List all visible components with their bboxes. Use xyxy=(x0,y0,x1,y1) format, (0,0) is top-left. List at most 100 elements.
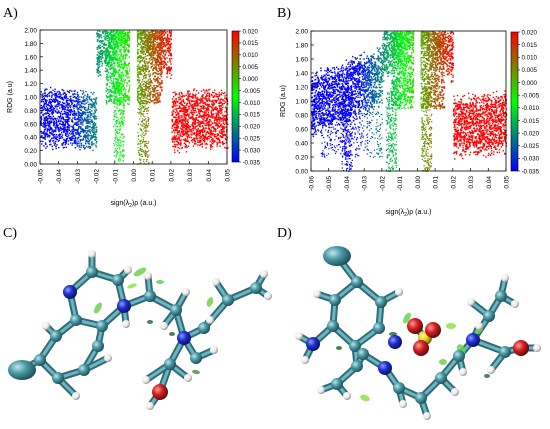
scatter-point xyxy=(80,123,82,125)
scatter-point xyxy=(183,124,185,127)
scatter-point xyxy=(215,112,217,114)
scatter-point xyxy=(149,45,152,48)
scatter-point xyxy=(96,36,98,38)
scatter-point xyxy=(43,104,45,107)
scatter-point xyxy=(78,146,81,148)
scatter-point xyxy=(99,56,101,59)
scatter-point xyxy=(199,130,201,132)
scatter-point xyxy=(148,54,150,56)
scatter-point xyxy=(116,71,118,73)
scatter-point xyxy=(127,49,130,51)
scatter-point xyxy=(88,97,91,100)
scatter-point xyxy=(172,145,174,148)
scatter-point xyxy=(190,111,192,113)
scatter-point xyxy=(64,120,66,123)
scatter-point xyxy=(220,120,222,122)
scatter-point xyxy=(82,99,85,101)
scatter-point xyxy=(65,95,68,98)
scatter-point xyxy=(61,137,64,139)
scatter-point xyxy=(73,104,76,107)
scatter-point xyxy=(125,64,128,66)
scatter-point xyxy=(153,50,155,53)
scatter-point xyxy=(144,62,146,64)
scatter-point xyxy=(122,109,124,112)
scatter-point xyxy=(128,88,130,91)
scatter-point xyxy=(40,135,43,137)
scatter-point xyxy=(117,80,119,83)
scatter-point xyxy=(200,116,203,119)
scatter-point xyxy=(71,118,73,121)
scatter-point xyxy=(147,35,149,37)
scatter-point xyxy=(57,134,60,136)
scatter-point xyxy=(182,99,184,101)
scatter-point xyxy=(78,118,80,121)
scatter-point xyxy=(146,80,148,83)
scatter-point xyxy=(43,119,46,121)
scatter-point xyxy=(126,35,129,38)
scatter-point xyxy=(204,103,207,105)
scatter-point xyxy=(193,100,196,103)
scatter-point xyxy=(120,101,122,103)
scatter-point xyxy=(157,37,159,39)
scatter-point xyxy=(78,102,80,104)
scatter-point xyxy=(91,130,94,133)
scatter-point xyxy=(207,111,209,113)
scatter-point xyxy=(166,76,168,78)
scatter-point xyxy=(142,49,144,51)
scatter-point xyxy=(154,98,156,101)
scatter-point xyxy=(208,124,210,127)
scatter-point xyxy=(124,99,126,102)
scatter-point xyxy=(118,75,120,78)
scatter-point xyxy=(124,51,126,53)
scatter-point xyxy=(107,49,109,52)
scatter-point xyxy=(117,159,120,161)
scatter-point xyxy=(40,140,42,143)
scatter-point xyxy=(210,111,212,113)
scatter-point xyxy=(138,43,140,46)
scatter-point xyxy=(48,136,51,138)
scatter-point xyxy=(46,95,48,97)
scatter-point xyxy=(221,142,224,144)
scatter-point xyxy=(52,133,54,136)
scatter-point xyxy=(216,145,218,147)
scatter-point xyxy=(92,105,94,107)
scatter-point xyxy=(107,52,109,54)
scatter-point xyxy=(192,129,195,131)
scatter-point xyxy=(162,60,164,63)
scatter-point xyxy=(217,117,220,119)
scatter-point xyxy=(155,78,157,81)
scatter-point xyxy=(214,116,216,118)
scatter-point xyxy=(146,86,148,89)
scatter-point xyxy=(59,115,61,118)
scatter-point xyxy=(179,95,181,97)
scatter-point xyxy=(80,105,83,107)
scatter-point xyxy=(148,98,150,101)
scatter-point xyxy=(202,111,204,113)
scatter-point xyxy=(73,107,75,110)
scatter-point xyxy=(115,136,117,138)
scatter-point xyxy=(110,73,113,75)
scatter-point xyxy=(175,128,178,131)
scatter-point xyxy=(65,97,67,99)
scatter-point xyxy=(83,119,85,121)
scatter-point xyxy=(193,138,196,141)
scatter-point xyxy=(144,41,146,43)
scatter-point xyxy=(108,63,110,65)
scatter-point xyxy=(65,122,67,124)
scatter-point xyxy=(97,55,100,58)
scatter-point xyxy=(191,103,194,106)
scatter-point xyxy=(104,37,106,39)
scatter-point xyxy=(114,35,116,37)
scatter-point xyxy=(149,49,151,51)
scatter-point xyxy=(143,30,146,33)
scatter-point xyxy=(124,57,127,60)
scatter-point xyxy=(107,31,109,34)
scatter-point xyxy=(117,62,119,65)
scatter-point xyxy=(183,126,186,128)
scatter-point xyxy=(43,102,46,104)
scatter-point xyxy=(122,56,125,58)
scatter-point xyxy=(106,83,108,85)
scatter-point xyxy=(125,69,127,71)
scatter-point xyxy=(60,97,62,99)
scatter-point xyxy=(147,63,149,65)
